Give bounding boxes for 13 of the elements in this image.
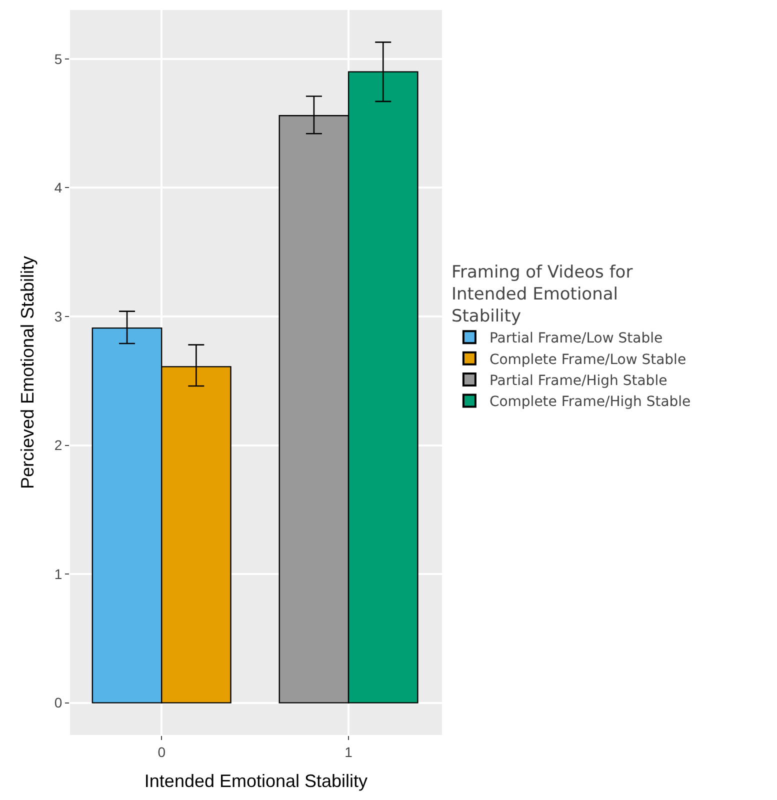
y-tick-label: 1 <box>54 566 62 582</box>
legend-label: Partial Frame/High Stable <box>489 373 668 390</box>
y-tick-label: 3 <box>54 308 62 324</box>
legend-label: Complete Frame/Low Stable <box>489 352 686 368</box>
y-tick-label: 4 <box>54 180 62 196</box>
legend-label: Complete Frame/High Stable <box>489 394 691 410</box>
legend-label: Partial Frame/Low Stable <box>489 330 663 347</box>
y-tick-label: 0 <box>54 694 62 711</box>
y-tick-label: 2 <box>54 437 62 454</box>
y-axis-title: Percieved Emotional Stability <box>18 256 38 490</box>
x-axis-title: Intended Emotional Stability <box>144 770 368 791</box>
y-tick-label: 5 <box>54 50 62 67</box>
legend-title: Framing of Videos for Intended Emotional Stability <box>451 262 633 327</box>
